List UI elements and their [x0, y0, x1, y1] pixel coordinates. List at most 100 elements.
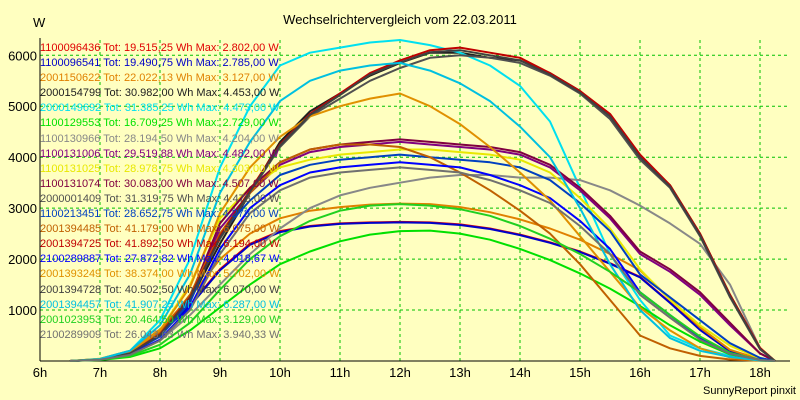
- legend-max: 4.204,00 W: [222, 132, 279, 145]
- legend-max-label: Max:: [192, 177, 223, 190]
- legend-max: 2.729,00 W: [222, 117, 279, 130]
- legend-name: 2001394485: [40, 223, 105, 236]
- legend-max-label: Max:: [193, 283, 224, 296]
- legend-tot: 20.464,50 Wh: [124, 313, 194, 326]
- legend-name: 1100096541: [40, 57, 104, 70]
- legend-tot: 29.519,88 Wh: [124, 147, 193, 160]
- legend-tot-label: Tot:: [104, 328, 125, 341]
- legend-max-label: Max:: [192, 117, 223, 130]
- x-tick-label: 8h: [153, 365, 167, 380]
- y-tick-label: 2000: [8, 252, 37, 267]
- legend-entry: 2001150622 Tot: 22.022,13 Wh Max: 3.127,…: [40, 71, 280, 86]
- legend-max-label: Max:: [193, 298, 224, 311]
- legend-name: 2001394725: [40, 238, 105, 251]
- x-tick-label: 14h: [509, 365, 531, 380]
- legend-max: 5.702,00 W: [223, 268, 280, 281]
- legend-name: 2100289909: [40, 328, 105, 341]
- legend-tot-label: Tot:: [103, 57, 125, 70]
- legend-name: 2001394457: [40, 298, 105, 311]
- legend-tot-label: Tot:: [103, 42, 125, 54]
- legend-tot-label: Tot:: [104, 298, 125, 311]
- legend-name: 2000001409: [40, 192, 105, 205]
- series-line-2001393249: [69, 92, 776, 362]
- legend-max-label: Max:: [192, 208, 223, 221]
- legend-max: 2.785,00 W: [222, 57, 279, 70]
- x-tick-label: 7h: [93, 365, 107, 380]
- legend-max-label: Max:: [193, 87, 224, 100]
- legend-max-label: Max:: [193, 328, 224, 341]
- chart-title: Wechselrichtervergleich vom 22.03.2011: [283, 12, 517, 27]
- legend-entry: 1100130966 Tot: 28.194,50 Wh Max: 4.204,…: [40, 132, 280, 147]
- legend-max: 4.507,00 W: [222, 177, 279, 190]
- legend-max-label: Max:: [193, 238, 224, 251]
- series-line-2100289909: [69, 166, 776, 362]
- legend-entry: 2001393249 Tot: 38.374,00 Wh Max: 5.702,…: [40, 267, 280, 282]
- legend-tot: 19.515,25 Wh: [124, 42, 193, 54]
- legend-max: 6.194,00 W: [223, 238, 280, 251]
- legend-name: 1100131006: [40, 147, 104, 160]
- legend-name: 1100129553: [40, 117, 104, 130]
- legend-tot-label: Tot:: [104, 313, 125, 326]
- legend-tot-label: Tot:: [104, 102, 125, 115]
- legend-tot: 28.978,75 Wh: [124, 162, 193, 175]
- legend-max-label: Max:: [193, 268, 224, 281]
- legend-tot: 16.709,25 Wh: [124, 117, 193, 130]
- x-tick-label: 16h: [629, 365, 651, 380]
- legend-tot: 41.907,25 Wh: [124, 298, 194, 311]
- legend-tot: 19.490,75 Wh: [124, 57, 193, 70]
- legend-max: 2.802,00 W: [222, 42, 279, 54]
- legend-tot: 40.502,50 Wh: [124, 283, 194, 296]
- footer-credit: SunnyReport pinxit: [703, 385, 796, 397]
- series-line-1100129553: [69, 229, 776, 362]
- y-axis-unit-label: W: [33, 15, 46, 30]
- legend-tot: 28.652,75 Wh: [124, 208, 193, 221]
- legend-max-label: Max:: [192, 147, 223, 160]
- legend-max-label: Max:: [192, 72, 223, 85]
- legend-entry: 2000154799 Tot: 30.982,00 Wh Max: 4.453,…: [40, 86, 280, 101]
- series-line-2001394485: [69, 143, 776, 362]
- legend-max-label: Max:: [193, 313, 224, 326]
- legend-entry: 1100213451 Tot: 28.652,75 Wh Max: 4.278,…: [40, 207, 280, 222]
- legend-entry: 1100129553 Tot: 16.709,25 Wh Max: 2.729,…: [40, 116, 280, 131]
- series-line-2000149692: [69, 39, 776, 362]
- legend-tot-label: Tot:: [103, 117, 125, 130]
- legend-entry: 2000001409 Tot: 31.319,75 Wh Max: 4.473,…: [40, 192, 280, 207]
- legend-max-label: Max:: [193, 102, 224, 115]
- legend-tot: 41.892,50 Wh: [124, 238, 194, 251]
- legend-entry: 1100096541 Tot: 19.490,75 Wh Max: 2.785,…: [40, 56, 280, 71]
- legend-max-label: Max:: [193, 253, 224, 266]
- legend-name: 2100289887: [40, 253, 105, 266]
- legend-tot-label: Tot:: [104, 283, 125, 296]
- legend-max: 3.940,33 W: [223, 328, 280, 341]
- series-line-2001023953: [69, 203, 776, 362]
- x-tick-label: 6h: [33, 365, 47, 380]
- legend-tot-label: Tot:: [103, 177, 125, 190]
- legend-entry: 2001394725 Tot: 41.892,50 Wh Max: 6.194,…: [40, 237, 280, 252]
- legend-max: 4.473,00 W: [223, 192, 280, 205]
- x-tick-label: 18h: [749, 365, 771, 380]
- y-tick-label: 6000: [8, 48, 37, 63]
- legend-entry: 2100289909 Tot: 26.043,63 Wh Max: 3.940,…: [40, 328, 280, 343]
- series-line-2001394457: [69, 61, 776, 362]
- legend-max-label: Max:: [192, 162, 223, 175]
- legend-max: 3.129,00 W: [223, 313, 280, 326]
- legend-max-label: Max:: [193, 192, 224, 205]
- legend-entry: 1100131025 Tot: 28.978,75 Wh Max: 4.303,…: [40, 162, 280, 177]
- x-tick-label: 9h: [213, 365, 227, 380]
- legend-max: 4.453,00 W: [223, 87, 280, 100]
- legend-tot-label: Tot:: [103, 147, 125, 160]
- legend: 1100096436 Tot: 19.515,25 Wh Max: 2.802,…: [40, 41, 280, 343]
- legend-tot-label: Tot:: [104, 192, 125, 205]
- legend-max-label: Max:: [192, 42, 223, 54]
- legend-max-label: Max:: [192, 57, 223, 70]
- legend-entry: 2001394485 Tot: 41.179,00 Wh Max: 6.075,…: [40, 222, 280, 237]
- legend-name: 1100213451: [40, 208, 104, 221]
- legend-entry: 2000149692 Tot: 31.385,25 Wh Max: 4.473,…: [40, 101, 280, 116]
- legend-max-label: Max:: [192, 132, 223, 145]
- legend-max: 4.473,00 W: [223, 102, 280, 115]
- legend-entry: 2001394457 Tot: 41.907,25 Wh Max: 6.287,…: [40, 298, 280, 313]
- legend-tot-label: Tot:: [103, 208, 125, 221]
- legend-entry: 2001023953 Tot: 20.464,50 Wh Max: 3.129,…: [40, 313, 280, 328]
- x-tick-label: 17h: [689, 365, 711, 380]
- legend-entry: 1100096436 Tot: 19.515,25 Wh Max: 2.802,…: [40, 41, 280, 56]
